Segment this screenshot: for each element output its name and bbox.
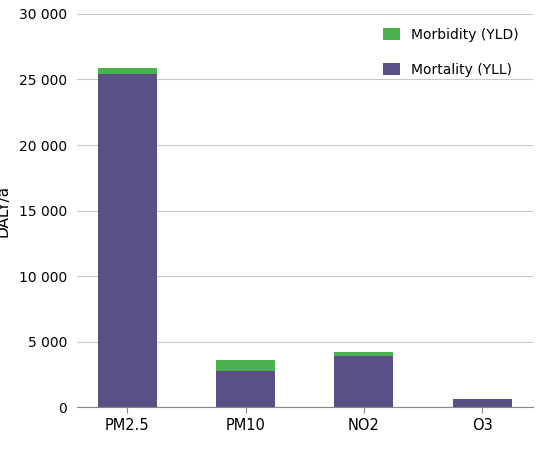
Y-axis label: DALY/a: DALY/a: [0, 185, 10, 237]
Bar: [98, 74, 157, 407]
Legend: Morbidity (YLD), Mortality (YLL): Morbidity (YLD), Mortality (YLL): [376, 21, 525, 83]
Bar: [334, 352, 394, 357]
Bar: [216, 371, 275, 407]
Bar: [98, 69, 157, 74]
Bar: [452, 399, 512, 407]
Bar: [216, 360, 275, 371]
Bar: [334, 357, 394, 407]
